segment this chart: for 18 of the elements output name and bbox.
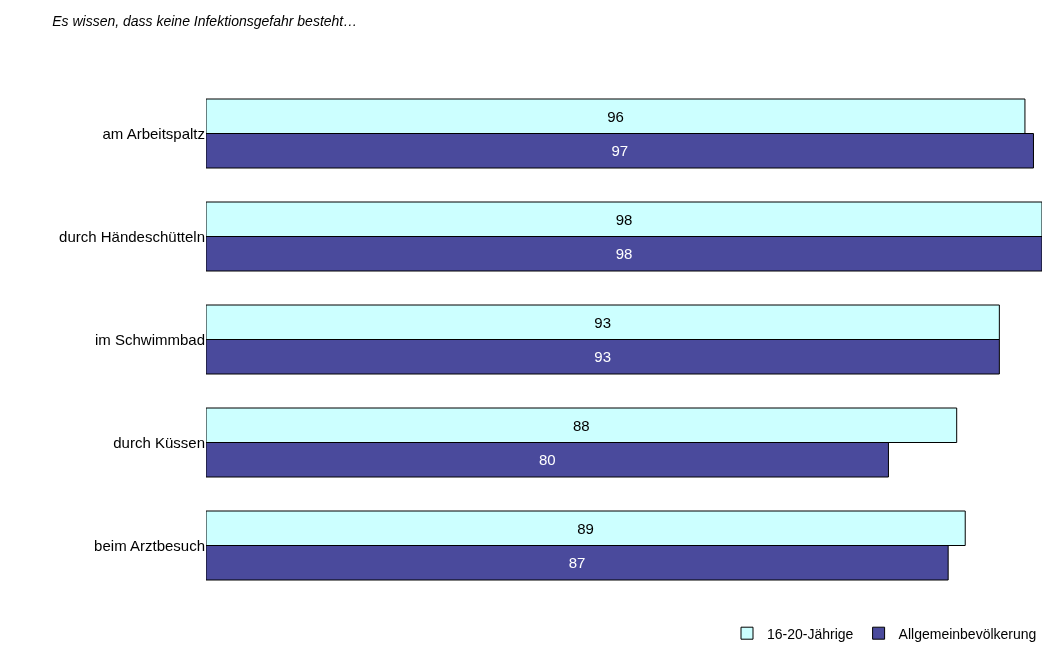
y-tick-label: am Arbeitspaltz <box>102 124 205 142</box>
data-label: 93 <box>594 348 612 366</box>
data-label: 96 <box>607 107 624 125</box>
data-label: 98 <box>615 210 633 228</box>
y-tick-label: im Schwimmbad <box>94 330 205 348</box>
data-label: 80 <box>538 451 556 469</box>
data-label: 93 <box>594 313 612 331</box>
data-label: 98 <box>615 245 633 263</box>
data-label: 87 <box>568 554 586 572</box>
y-tick-label: durch Küssen <box>113 433 205 451</box>
data-label: 89 <box>577 519 594 537</box>
text: Es wissen, dass keine Infektionsgefahr besteht… <box>52 13 358 30</box>
data-label: 88 <box>573 416 590 434</box>
y-tick-label: durch Händeschütteln <box>59 227 205 245</box>
legend-label: Allgemeinbevölkerung <box>898 625 1037 642</box>
y-tick-label: beim Arztbesuch <box>94 536 205 554</box>
data-label: 97 <box>611 142 629 160</box>
legend-label: 16-20-Jährige <box>767 625 854 642</box>
